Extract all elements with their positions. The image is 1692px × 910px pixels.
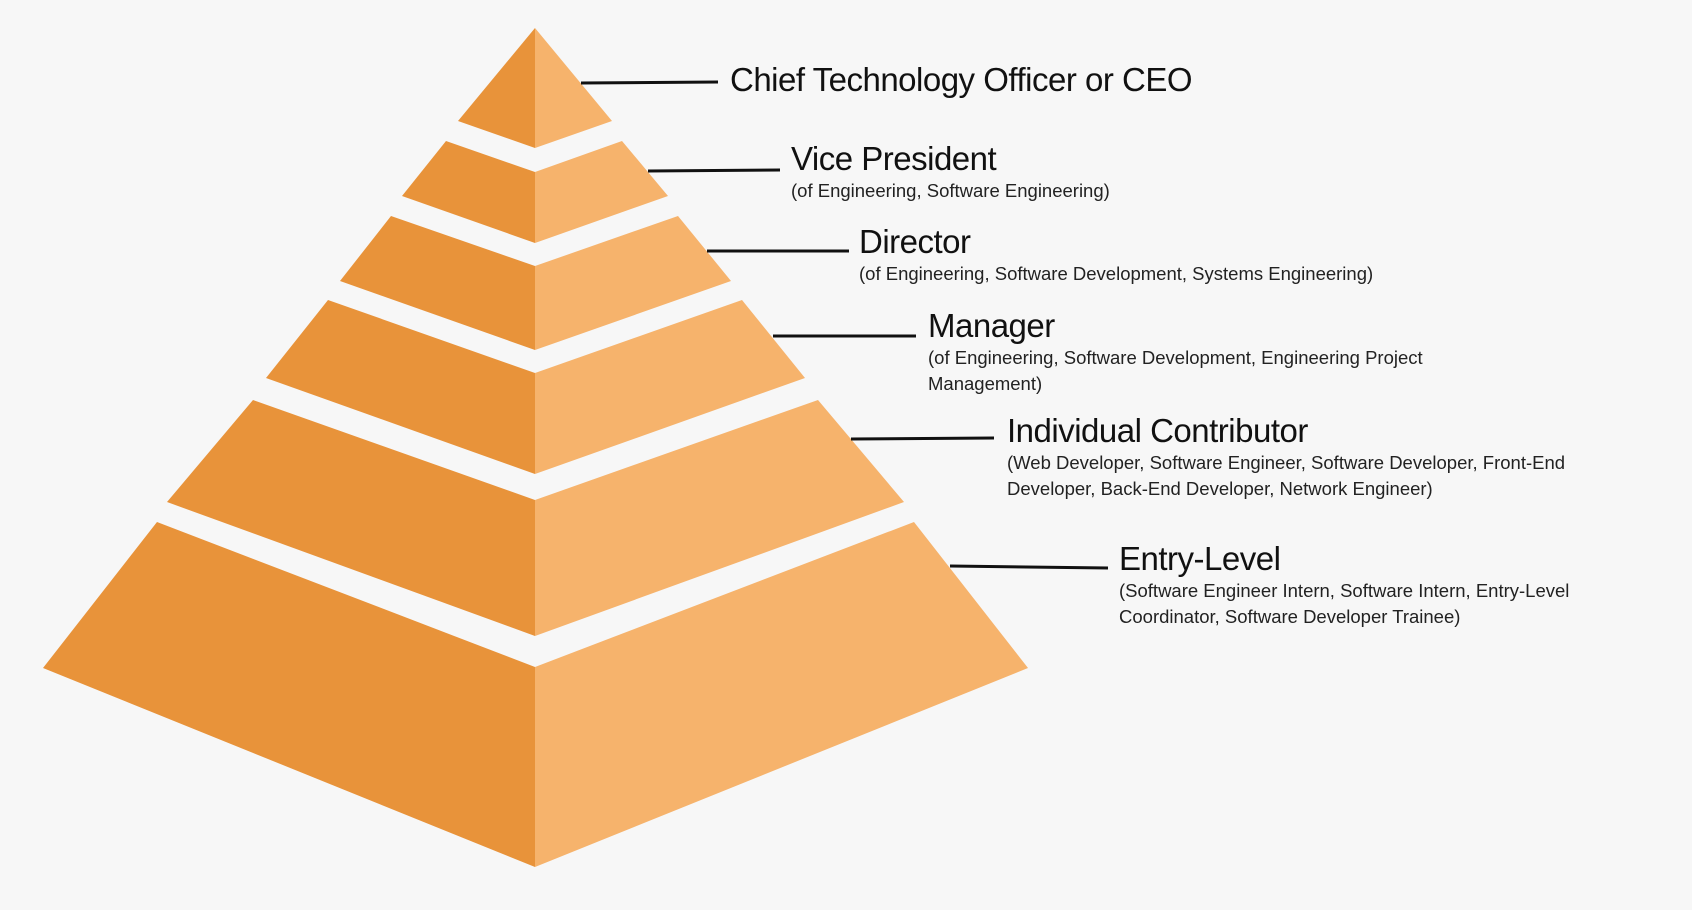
connector-line-individual-contributor <box>850 436 995 441</box>
tier-label-vice-president: Vice President (of Engineering, Software… <box>791 140 1110 204</box>
pyramid-tier-manager-left-face <box>266 300 535 474</box>
tier-title: Vice President <box>791 140 997 177</box>
pyramid-tier-vice-president-left-face <box>402 141 535 243</box>
tier-description: (of Engineering, Software Development, S… <box>859 263 1374 284</box>
tier-description: (Software Engineer Intern, Software Inte… <box>1119 580 1570 627</box>
tier-description: (Web Developer, Software Engineer, Softw… <box>1007 452 1566 499</box>
tier-title: Manager <box>928 307 1055 344</box>
tier-title: Chief Technology Officer or CEO <box>730 61 1193 98</box>
tier-title: Director <box>859 223 971 260</box>
pyramid-tier-top-right-face <box>535 28 612 148</box>
pyramid-tier-director-right-face <box>535 216 731 350</box>
tier-label-director: Director (of Engineering, Software Devel… <box>859 223 1373 287</box>
tier-description: (of Engineering, Software Development, E… <box>928 347 1423 394</box>
tier-label-entry-level: Entry-Level (Software Engineer Intern, S… <box>1119 540 1659 630</box>
pyramid-tier-manager-right-face <box>535 300 805 474</box>
pyramid-tier-vice-president-right-face <box>535 141 668 243</box>
tier-label-individual-contributor: Individual Contributor (Web Developer, S… <box>1007 412 1607 502</box>
connector-lines <box>580 80 1109 570</box>
pyramid-tier-director-left-face <box>340 216 535 350</box>
pyramid-tier-individual-contributor-right-face <box>535 400 904 636</box>
connector-line-entry-level <box>949 564 1109 570</box>
pyramid <box>43 28 1028 867</box>
pyramid-tier-entry-level-left-face <box>43 522 535 867</box>
tier-label-manager: Manager (of Engineering, Software Develo… <box>928 307 1528 397</box>
connector-line-cto <box>580 80 719 85</box>
connector-line-vice-president <box>647 168 781 173</box>
pyramid-tier-top-left-face <box>458 28 535 148</box>
pyramid-tier-entry-level-right-face <box>535 522 1028 867</box>
tier-label-cto: Chief Technology Officer or CEO <box>730 61 1193 99</box>
tier-title: Entry-Level <box>1119 540 1281 577</box>
tier-description: (of Engineering, Software Engineering) <box>791 180 1110 201</box>
tier-title: Individual Contributor <box>1007 412 1308 449</box>
pyramid-tier-individual-contributor-left-face <box>167 400 535 636</box>
